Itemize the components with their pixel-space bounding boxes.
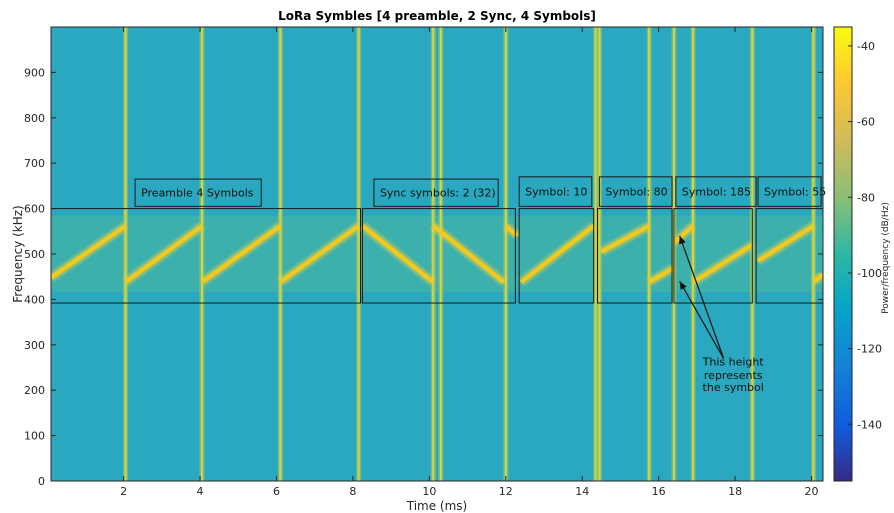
label-text-0: Preamble 4 Symbols bbox=[141, 187, 254, 200]
label-text-5: Symbol: 55 bbox=[764, 186, 826, 199]
y-tick-label-3: 300 bbox=[24, 339, 45, 352]
label-text-3: Symbol: 80 bbox=[605, 186, 667, 199]
label-box-3 bbox=[598, 176, 673, 207]
chirp-4 bbox=[361, 224, 435, 284]
x-tick-label-9: 20 bbox=[805, 485, 819, 498]
annotation-arrow-0 bbox=[679, 235, 725, 359]
spectrogram-layer bbox=[51, 27, 823, 481]
chirp-10 bbox=[672, 224, 695, 245]
annotation-line-1: represents bbox=[704, 369, 763, 382]
label-box-0 bbox=[134, 178, 262, 207]
annotation-arrowhead-1 bbox=[679, 281, 687, 290]
chirp-1 bbox=[124, 224, 204, 284]
colorbar-label: Power/frequency (dB/Hz) bbox=[881, 202, 891, 314]
y-tick-label-6: 600 bbox=[24, 203, 45, 216]
y-tick-label-2: 200 bbox=[24, 384, 45, 397]
y-tick-label-0: 0 bbox=[38, 475, 45, 488]
boundary-core-1 bbox=[200, 27, 203, 481]
boundary-core-0 bbox=[124, 27, 127, 481]
x-tick-label-0: 2 bbox=[120, 485, 127, 498]
label-box-5 bbox=[757, 176, 822, 207]
colorbar-tick-label-1: -60 bbox=[857, 116, 875, 129]
symbol-box-5 bbox=[755, 208, 823, 304]
chirp-11 bbox=[691, 243, 754, 284]
colorbar: -40 -60 -80 -100 -120 -140 bbox=[833, 26, 882, 482]
chart-title: LoRa Symbles [4 preamble, 2 Sync, 4 Symb… bbox=[278, 9, 596, 23]
chirp-12 bbox=[756, 224, 815, 263]
colorbar-tick-label-0: -40 bbox=[857, 40, 875, 53]
annotation-arrowhead-0 bbox=[679, 235, 686, 245]
boundary-core-11 bbox=[692, 27, 695, 481]
annotation-line-0: This height bbox=[702, 356, 765, 369]
colorbar-tick-label-5: -140 bbox=[857, 418, 882, 431]
boundary-core-8 bbox=[598, 27, 601, 481]
label-box-1 bbox=[373, 178, 499, 207]
chirp-3 bbox=[279, 224, 360, 284]
annotation-line-2: the symbol bbox=[703, 381, 764, 394]
symbol-box-2 bbox=[518, 208, 595, 304]
label-box-2 bbox=[518, 176, 593, 207]
label-text-2: Symbol: 10 bbox=[525, 186, 587, 199]
x-tick-label-1: 4 bbox=[197, 485, 204, 498]
y-tick-label-5: 500 bbox=[24, 248, 45, 261]
x-tick-label-5: 12 bbox=[499, 485, 513, 498]
colorbar-gradient bbox=[833, 26, 853, 482]
x-tick-label-8: 18 bbox=[728, 485, 742, 498]
chirp-7 bbox=[519, 224, 595, 284]
label-text-4: Symbol: 185 bbox=[682, 186, 751, 199]
chirp-2 bbox=[200, 224, 282, 284]
y-tick-label-7: 700 bbox=[24, 157, 45, 170]
boundary-core-7 bbox=[594, 27, 597, 481]
y-tick-label-1: 100 bbox=[24, 430, 45, 443]
symbol-box-4 bbox=[673, 208, 753, 304]
x-axis-label: Time (ms) bbox=[406, 499, 468, 513]
symbol-box-1 bbox=[361, 208, 516, 304]
colorbar-tick-label-3: -100 bbox=[857, 267, 882, 280]
boundary-core-2 bbox=[279, 27, 282, 481]
y-tick-label-8: 800 bbox=[24, 112, 45, 125]
chirp-13 bbox=[812, 272, 823, 284]
boundary-core-4 bbox=[432, 27, 435, 481]
boundary-core-9 bbox=[648, 27, 651, 481]
x-tick-label-3: 8 bbox=[349, 485, 356, 498]
x-tick-label-2: 6 bbox=[273, 485, 280, 498]
label-box-4 bbox=[675, 176, 757, 207]
boundary-core-5 bbox=[439, 27, 442, 481]
label-text-1: Sync symbols: 2 (32) bbox=[380, 187, 496, 200]
x-tick-label-6: 14 bbox=[575, 485, 589, 498]
chirp-0 bbox=[51, 224, 127, 280]
boundary-core-13 bbox=[812, 27, 815, 481]
boundary-core-3 bbox=[357, 27, 360, 481]
chirp-8 bbox=[600, 224, 651, 254]
plot-area: Preamble 4 Symbols Sync symbols: 2 (32) Sy… bbox=[24, 26, 826, 498]
x-tick-label-7: 16 bbox=[652, 485, 666, 498]
y-tick-label-4: 400 bbox=[24, 293, 45, 306]
colorbar-tick-label-2: -80 bbox=[857, 191, 875, 204]
x-tick-label-4: 10 bbox=[422, 485, 436, 498]
symbol-box-0 bbox=[51, 208, 362, 304]
chirp-9 bbox=[648, 265, 675, 284]
symbol-box-3 bbox=[597, 208, 673, 304]
colorbar-tick-label-4: -120 bbox=[857, 343, 882, 356]
annotation-arrow-1 bbox=[679, 280, 725, 359]
boundary-core-6 bbox=[504, 27, 507, 481]
chirp-5 bbox=[431, 224, 506, 284]
y-tick-label-9: 900 bbox=[24, 66, 45, 79]
y-axis-label: Frequency (kHz) bbox=[11, 205, 25, 302]
